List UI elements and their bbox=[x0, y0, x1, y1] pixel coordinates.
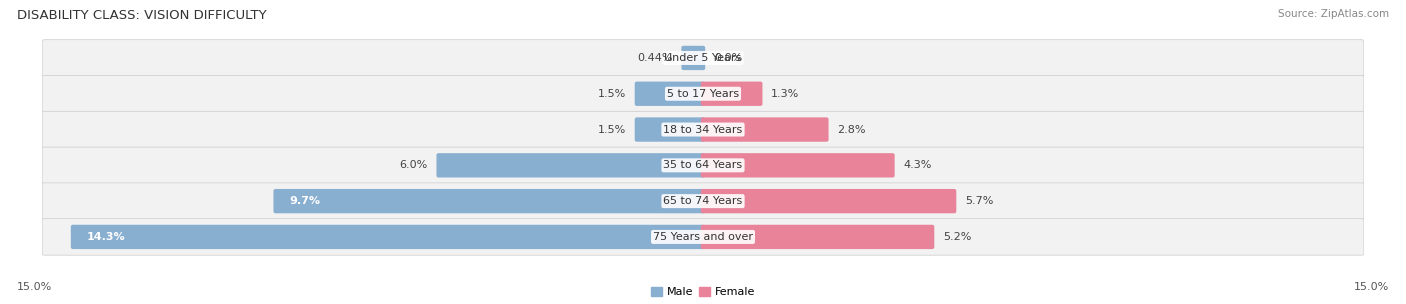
Text: 75 Years and over: 75 Years and over bbox=[652, 232, 754, 242]
FancyBboxPatch shape bbox=[42, 111, 1364, 148]
Text: 15.0%: 15.0% bbox=[1354, 282, 1389, 292]
FancyBboxPatch shape bbox=[42, 147, 1364, 184]
FancyBboxPatch shape bbox=[42, 40, 1364, 76]
FancyBboxPatch shape bbox=[42, 75, 1364, 112]
FancyBboxPatch shape bbox=[273, 189, 706, 213]
FancyBboxPatch shape bbox=[634, 81, 706, 106]
FancyBboxPatch shape bbox=[42, 183, 1364, 219]
Text: 5.7%: 5.7% bbox=[965, 196, 994, 206]
Legend: Male, Female: Male, Female bbox=[647, 282, 759, 302]
Text: 15.0%: 15.0% bbox=[17, 282, 52, 292]
Text: Source: ZipAtlas.com: Source: ZipAtlas.com bbox=[1278, 9, 1389, 19]
FancyBboxPatch shape bbox=[700, 225, 934, 249]
Text: 5 to 17 Years: 5 to 17 Years bbox=[666, 89, 740, 99]
Text: 4.3%: 4.3% bbox=[904, 160, 932, 170]
FancyBboxPatch shape bbox=[700, 153, 894, 178]
FancyBboxPatch shape bbox=[436, 153, 706, 178]
FancyBboxPatch shape bbox=[70, 225, 706, 249]
Text: 0.44%: 0.44% bbox=[637, 53, 672, 63]
Text: 1.5%: 1.5% bbox=[598, 125, 626, 135]
Text: 14.3%: 14.3% bbox=[86, 232, 125, 242]
Text: 2.8%: 2.8% bbox=[838, 125, 866, 135]
Text: Under 5 Years: Under 5 Years bbox=[665, 53, 741, 63]
FancyBboxPatch shape bbox=[42, 219, 1364, 255]
Text: 5.2%: 5.2% bbox=[943, 232, 972, 242]
Text: 9.7%: 9.7% bbox=[288, 196, 321, 206]
FancyBboxPatch shape bbox=[700, 117, 828, 142]
FancyBboxPatch shape bbox=[634, 117, 706, 142]
Text: 1.3%: 1.3% bbox=[772, 89, 800, 99]
Text: 6.0%: 6.0% bbox=[399, 160, 427, 170]
Text: 1.5%: 1.5% bbox=[598, 89, 626, 99]
Text: 65 to 74 Years: 65 to 74 Years bbox=[664, 196, 742, 206]
Text: 35 to 64 Years: 35 to 64 Years bbox=[664, 160, 742, 170]
FancyBboxPatch shape bbox=[682, 46, 706, 70]
Text: 0.0%: 0.0% bbox=[714, 53, 742, 63]
Text: 18 to 34 Years: 18 to 34 Years bbox=[664, 125, 742, 135]
FancyBboxPatch shape bbox=[700, 189, 956, 213]
FancyBboxPatch shape bbox=[700, 81, 762, 106]
Text: DISABILITY CLASS: VISION DIFFICULTY: DISABILITY CLASS: VISION DIFFICULTY bbox=[17, 9, 267, 22]
